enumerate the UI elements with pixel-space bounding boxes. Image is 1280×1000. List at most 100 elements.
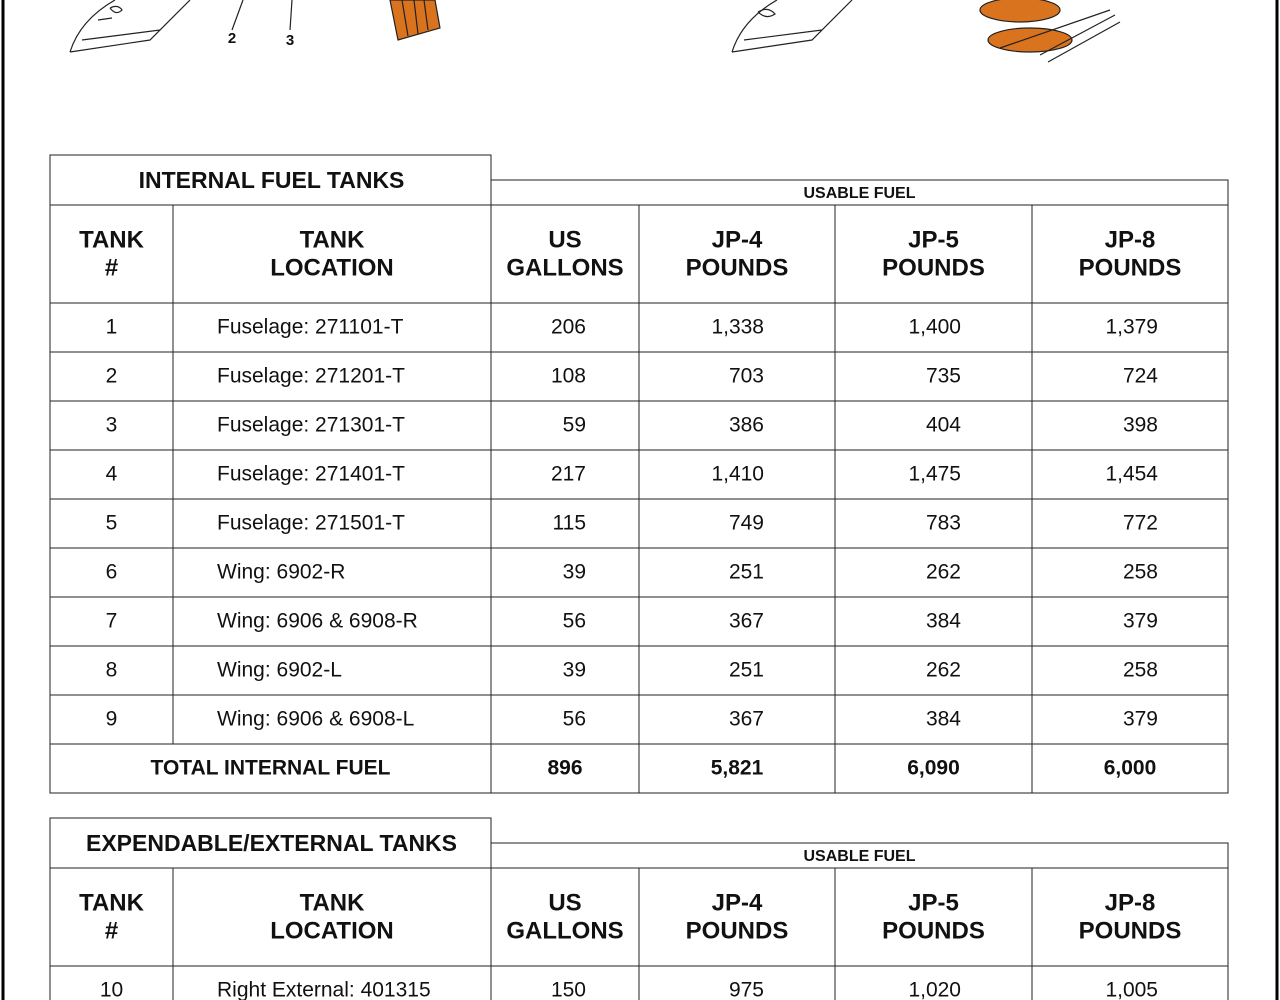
fuel-value: 1,400 (908, 316, 961, 339)
total-value: 5,821 (711, 757, 764, 780)
callout: 3 (286, 32, 294, 49)
table-title: EXPENDABLE/EXTERNAL TANKS (86, 830, 457, 856)
group-header: USABLE FUEL (804, 848, 916, 865)
fuel-value: 1,338 (711, 316, 764, 339)
fuel-value: 206 (551, 316, 586, 339)
tank-number: 4 (106, 463, 118, 486)
fuel-value: 150 (551, 979, 586, 1000)
tank-number: 9 (106, 708, 118, 731)
total-value: 6,000 (1104, 757, 1157, 780)
fuel-value: 783 (926, 512, 961, 535)
tank-panel-lines (401, 0, 429, 37)
fuel-value: 39 (563, 659, 586, 682)
group-header: USABLE FUEL (804, 185, 916, 202)
fuel-value: 398 (1123, 414, 1158, 437)
column-header: JP-8 (1105, 226, 1156, 253)
callout: 2 (228, 30, 236, 47)
fuel-value: 975 (729, 979, 764, 1000)
fuel-value: 258 (1123, 561, 1158, 584)
tank-location: Right External: 401315 (217, 979, 431, 1000)
fuel-value: 379 (1123, 708, 1158, 731)
aircraft-nose (731, 0, 853, 53)
pylon-rails (999, 9, 1121, 63)
column-header: TANK (300, 226, 366, 253)
column-header: POUNDS (686, 917, 789, 944)
tank-number: 2 (106, 365, 118, 388)
column-header: POUNDS (882, 254, 985, 281)
column-header: POUNDS (882, 917, 985, 944)
tank-location: Fuselage: 271501-T (217, 512, 405, 535)
column-header: GALLONS (506, 254, 623, 281)
tank-location: Wing: 6906 & 6908-R (217, 610, 418, 633)
fuel-value: 703 (729, 365, 764, 388)
tank-number: 10 (100, 979, 123, 1000)
tank-location: Fuselage: 271201-T (217, 365, 405, 388)
column-header: JP-4 (712, 889, 763, 916)
fuel-value: 724 (1123, 365, 1158, 388)
tank-number: 5 (106, 512, 118, 535)
fuel-value: 217 (551, 463, 586, 486)
total-label: TOTAL INTERNAL FUEL (151, 757, 391, 780)
fuel-value: 59 (563, 414, 586, 437)
table-cell (1031, 965, 1229, 1000)
tank-location: Wing: 6902-R (217, 561, 345, 584)
column-header: TANK (79, 889, 145, 916)
column-header: TANK (300, 889, 366, 916)
fuel-value: 386 (729, 414, 764, 437)
column-header: US (548, 889, 581, 916)
column-header: # (105, 917, 118, 944)
column-header: LOCATION (270, 917, 394, 944)
fuel-value: 251 (729, 659, 764, 682)
fuel-value: 56 (563, 708, 586, 731)
aircraft-nose (69, 0, 191, 53)
column-header: TANK (79, 226, 145, 253)
column-header: # (105, 254, 118, 281)
fuel-value: 1,410 (711, 463, 764, 486)
fuel-value: 404 (926, 414, 961, 437)
total-value: 6,090 (907, 757, 960, 780)
column-header: JP-4 (712, 226, 763, 253)
column-header: JP-5 (908, 889, 959, 916)
fuel-value: 108 (551, 365, 586, 388)
fuel-value: 258 (1123, 659, 1158, 682)
fuel-value: 251 (729, 561, 764, 584)
tank-location: Fuselage: 271401-T (217, 463, 405, 486)
table-title: INTERNAL FUEL TANKS (139, 167, 405, 193)
fuel-value: 772 (1123, 512, 1158, 535)
column-header: JP-8 (1105, 889, 1156, 916)
column-header: POUNDS (1079, 917, 1182, 944)
tank-location: Fuselage: 271101-T (217, 316, 404, 339)
column-header: POUNDS (1079, 254, 1182, 281)
figure (69, 0, 1121, 63)
fuel-value: 1,379 (1105, 316, 1158, 339)
tank-number: 7 (106, 610, 118, 633)
fuel-value: 384 (926, 708, 961, 731)
tank-number: 8 (106, 659, 118, 682)
tank-number: 6 (106, 561, 118, 584)
fuel-value: 1,020 (908, 979, 961, 1000)
fuel-value: 262 (926, 561, 961, 584)
external-tank (979, 0, 1061, 23)
fuel-value: 262 (926, 659, 961, 682)
fuel-value: 56 (563, 610, 586, 633)
tank-number: 1 (106, 316, 118, 339)
column-header: POUNDS (686, 254, 789, 281)
tank-number: 3 (106, 414, 118, 437)
fuel-value: 749 (729, 512, 764, 535)
column-header: US (548, 226, 581, 253)
fuel-value: 735 (926, 365, 961, 388)
total-value: 896 (547, 757, 582, 780)
external-tank (987, 27, 1073, 53)
fuel-value: 367 (729, 610, 764, 633)
tank-location: Fuselage: 271301-T (217, 414, 405, 437)
fuel-value: 39 (563, 561, 586, 584)
fuel-value: 379 (1123, 610, 1158, 633)
fuel-value: 367 (729, 708, 764, 731)
fuel-value: 115 (553, 512, 586, 535)
column-header: JP-5 (908, 226, 959, 253)
tank-location: Wing: 6906 & 6908-L (217, 708, 414, 731)
canopy (109, 5, 123, 14)
fuel-value: 1,005 (1105, 979, 1158, 1000)
